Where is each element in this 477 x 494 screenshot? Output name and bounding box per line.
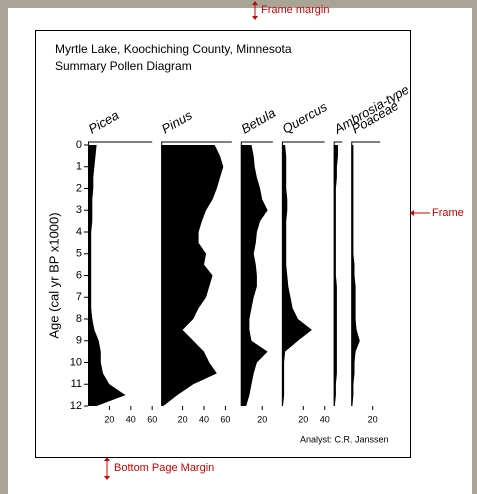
title: Myrtle Lake, Koochiching County, Minneso…	[55, 42, 292, 56]
y-tick-label: 11	[71, 378, 82, 390]
annotation-frame: Frame	[432, 207, 464, 219]
pollen-curve	[333, 145, 338, 406]
x-tick-label: 40	[199, 414, 209, 424]
pollen-curve	[281, 145, 312, 406]
x-tick-label: 20	[104, 414, 114, 424]
pollen-curve	[161, 145, 224, 406]
x-tick-label: 20	[257, 414, 267, 424]
y-tick-label: 3	[76, 204, 82, 216]
y-tick-label: 4	[76, 226, 82, 238]
y-tick-label: 5	[76, 248, 82, 260]
x-tick-label: 20	[368, 414, 378, 424]
annotation-arrows	[104, 1, 430, 480]
pollen-curve	[88, 145, 126, 406]
annotation-bottom-margin: Bottom Page Margin	[114, 462, 214, 474]
frame	[35, 30, 411, 458]
y-tick-label: 0	[76, 139, 82, 151]
pollen-curve	[240, 145, 268, 406]
x-tick-label: 20	[178, 414, 188, 424]
x-tick-label: 60	[147, 414, 157, 424]
x-tick-label: 40	[126, 414, 136, 424]
page-sheet	[8, 8, 472, 494]
y-tick-label: 9	[76, 335, 82, 347]
y-axis-label: Age (cal yr BP x1000)	[46, 212, 61, 338]
y-tick-label: 7	[76, 291, 82, 303]
x-tick-label: 20	[298, 414, 308, 424]
pollen-curve	[351, 145, 360, 406]
annotation-frame-margin: Frame margin	[261, 4, 329, 16]
y-tick-label: 1	[76, 161, 82, 173]
analyst-note: Analyst: C.R. Janssen	[300, 434, 389, 444]
y-tick-label: 12	[70, 400, 82, 412]
subtitle: Summary Pollen Diagram	[55, 59, 192, 73]
y-tick-label: 6	[76, 269, 82, 281]
y-tick-label: 10	[70, 356, 82, 368]
x-tick-label: 60	[220, 414, 230, 424]
y-tick-label: 8	[76, 313, 82, 325]
y-tick-label: 2	[76, 182, 82, 194]
x-tick-label: 40	[320, 414, 330, 424]
